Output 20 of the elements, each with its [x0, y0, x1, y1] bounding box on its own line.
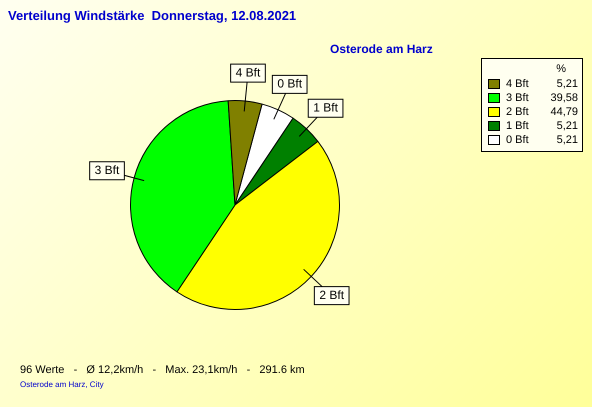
data-label: 44,79: [549, 106, 578, 118]
text: Osterode am Harz, City: [20, 380, 104, 389]
legend-label: 1 Bft: [506, 120, 530, 132]
legend-label: 2 Bft: [506, 106, 530, 118]
chart-subtitle: Osterode am Harz: [330, 42, 433, 56]
slice-label: 4 Bft: [236, 65, 261, 80]
slice-label: 0 Bft: [277, 76, 303, 91]
text: 96 Werte - Ø 12,2km/h - Max. 23,1km/h - 291.6 km: [20, 364, 305, 376]
data-label: 5,21: [556, 120, 578, 132]
legend-title: %: [555, 63, 567, 77]
data-label: 39,58: [549, 92, 578, 104]
legend-label: 3 Bft: [506, 92, 530, 104]
data-label: 5,21: [556, 78, 578, 90]
slice-label: 3 Bft: [94, 163, 120, 178]
legend-label: 0 Bft: [506, 134, 530, 146]
chart-title: Verteilung Windstärke Donnerstag, 12.08.2021: [8, 8, 296, 23]
data-label: 5,21: [556, 134, 578, 146]
slice-label: 2 Bft: [319, 288, 345, 302]
slice-label: 1 Bft: [313, 100, 339, 115]
legend-label: 4 Bft: [506, 78, 530, 90]
